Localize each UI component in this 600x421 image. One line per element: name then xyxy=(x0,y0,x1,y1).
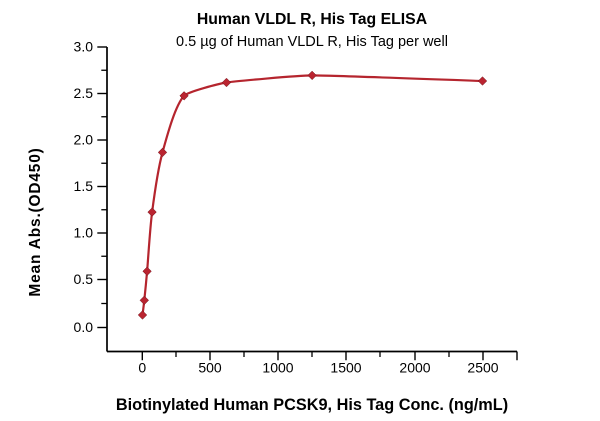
svg-text:0: 0 xyxy=(138,360,146,376)
svg-text:1500: 1500 xyxy=(330,360,361,376)
svg-text:0.5: 0.5 xyxy=(74,271,94,287)
svg-text:1000: 1000 xyxy=(262,360,293,376)
svg-text:1.0: 1.0 xyxy=(74,225,94,241)
svg-text:1.5: 1.5 xyxy=(74,178,94,194)
svg-text:2.0: 2.0 xyxy=(74,132,94,148)
svg-text:2000: 2000 xyxy=(399,360,430,376)
svg-text:500: 500 xyxy=(198,360,222,376)
svg-text:3.0: 3.0 xyxy=(74,39,94,55)
svg-text:2.5: 2.5 xyxy=(74,85,94,101)
svg-text:0.0: 0.0 xyxy=(74,319,94,335)
svg-text:2500: 2500 xyxy=(467,360,498,376)
